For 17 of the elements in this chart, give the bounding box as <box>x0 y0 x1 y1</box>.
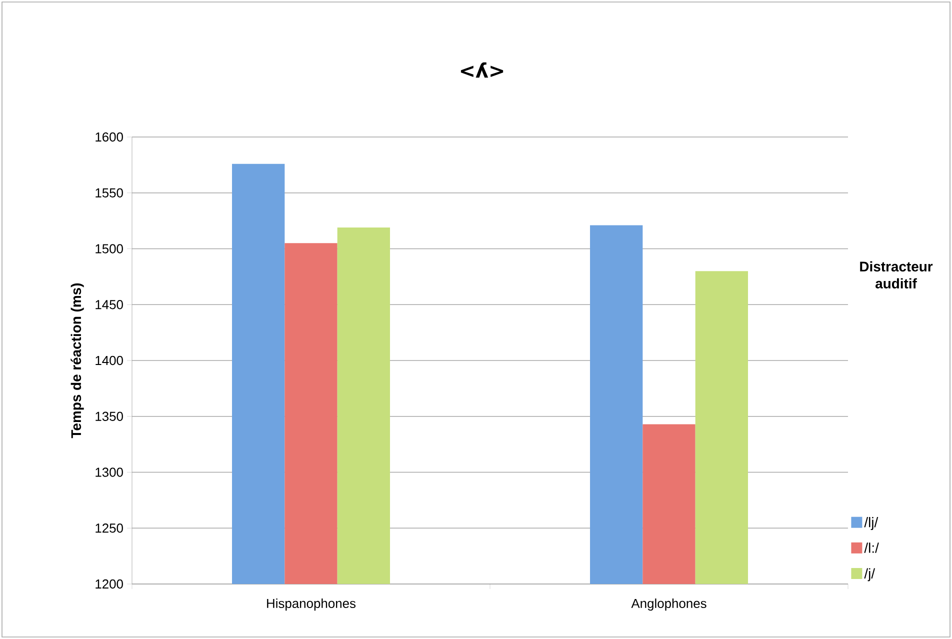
y-tick-label: 1600 <box>96 132 123 142</box>
y-tick-label: 1350 <box>96 412 123 421</box>
y-tick-label: 1400 <box>96 356 123 366</box>
y-tick-label: 1250 <box>96 524 123 533</box>
x-tick-label: Anglophones <box>631 598 706 611</box>
x-tick-label: Hispanophones <box>267 598 356 611</box>
y-axis-title: Temps de réaction (ms) <box>70 283 84 438</box>
chart-title: <ʎ> <box>460 62 504 78</box>
y-tick-label: 1450 <box>96 300 123 310</box>
y-tick-label: 1550 <box>96 188 123 198</box>
legend-label: /j/ <box>864 568 876 582</box>
legend-label: /lj/ <box>864 517 878 530</box>
legend-label: /l:/ <box>864 542 879 553</box>
y-tick-label: 1500 <box>96 244 123 254</box>
y-tick-label: 1300 <box>96 468 123 477</box>
legend-title: Distracteur auditif <box>860 261 933 288</box>
y-tick-label: 1200 <box>96 579 123 589</box>
